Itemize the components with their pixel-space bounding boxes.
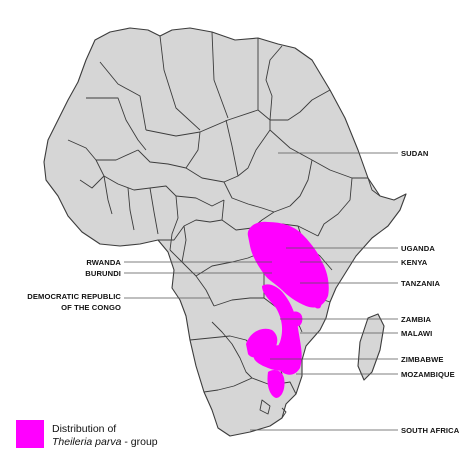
leader-lines [124, 152, 398, 431]
legend-suffix: - group [121, 436, 157, 448]
label-malawi: MALAWI [401, 329, 432, 338]
africa-continent [43, 27, 407, 437]
label-drc-line1: DEMOCRATIC REPUBLIC [27, 292, 121, 301]
label-uganda: UGANDA [401, 244, 435, 253]
label-sudan: SUDAN [401, 149, 429, 158]
label-burundi: BURUNDI [85, 269, 121, 278]
madagascar-island [357, 313, 385, 381]
label-tanzania: TANZANIA [401, 279, 440, 288]
label-rwanda: RWANDA [86, 258, 121, 267]
legend-line1: Distribution of [52, 423, 116, 435]
label-zambia: ZAMBIA [401, 315, 432, 324]
label-zimbabwe: ZIMBABWE [401, 355, 444, 364]
legend-swatch [16, 420, 44, 448]
legend-line2: Theileria parva - group [52, 436, 158, 448]
distribution-area [246, 221, 329, 398]
legend-species: Theileria parva [52, 436, 122, 448]
label-mozambique: MOZAMBIQUE [401, 370, 455, 379]
label-kenya: KENYA [401, 258, 428, 267]
legend: Distribution of Theileria parva - group [16, 420, 158, 448]
label-drc-line2: OF THE CONGO [61, 303, 121, 312]
label-south-africa: SOUTH AFRICA [401, 426, 460, 435]
